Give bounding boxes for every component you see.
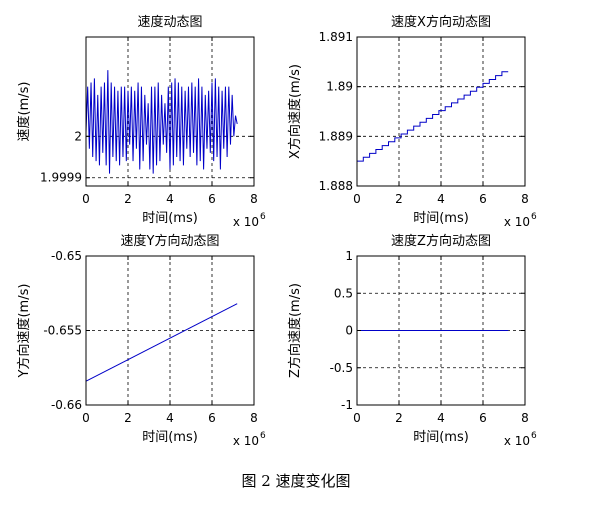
x-tick-label: 6 <box>208 411 216 425</box>
y-tick-label: -0.5 <box>330 361 353 375</box>
x-tick-label: 2 <box>124 411 132 425</box>
x-tick-label: 8 <box>250 192 258 206</box>
y-axis-label: Z方向速度(m/s) <box>287 283 303 378</box>
y-tick-label: -0.655 <box>43 324 82 338</box>
series-line <box>85 303 238 382</box>
chart-title: 速度动态图 <box>137 14 202 30</box>
x-axis-multiplier-exponent: 6 <box>531 212 537 222</box>
x-axis-multiplier: x 10 <box>233 215 259 229</box>
y-tick-label: 1.89 <box>326 80 353 94</box>
x-axis-multiplier: x 10 <box>233 434 259 448</box>
y-tick-label: 2 <box>74 129 82 143</box>
x-axis-multiplier-exponent: 6 <box>531 431 537 441</box>
y-tick-label: 0.5 <box>334 286 353 300</box>
x-tick-label: 0 <box>82 192 90 206</box>
x-tick-label: 4 <box>166 411 174 425</box>
x-tick-label: 2 <box>395 192 403 206</box>
y-tick-label: 0 <box>345 324 353 338</box>
x-axis-label: 时间(ms) <box>413 430 469 445</box>
y-tick-label: 1.889 <box>319 129 353 143</box>
x-tick-label: 0 <box>353 411 361 425</box>
x-axis-label: 时间(ms) <box>142 211 198 226</box>
y-axis-label: Y方向速度(m/s) <box>16 284 32 379</box>
y-axis-label: X方向速度(m/s) <box>287 64 303 159</box>
x-tick-label: 6 <box>479 192 487 206</box>
series-line <box>85 70 238 174</box>
x-tick-label: 8 <box>521 411 529 425</box>
chart-panel-3: 0 2 4 6 8-0.65-0.655-0.66速度Y方向动态图时间(ms)Y方向速度… <box>16 233 266 448</box>
y-tick-label: 1.891 <box>319 30 353 44</box>
x-tick-label: 2 <box>395 411 403 425</box>
x-tick-label: 4 <box>437 411 445 425</box>
figure-caption: 图 2 速度变化图 <box>241 472 351 490</box>
chart-panel-2: 0 2 4 6 81.8911.891.8891.888速度X方向动态图时间(ms)X方… <box>287 14 537 229</box>
chart-title: 速度Z方向动态图 <box>391 233 491 249</box>
x-tick-label: 0 <box>353 192 361 206</box>
y-tick-label: -0.65 <box>51 249 82 263</box>
y-axis-label: 速度(m/s) <box>16 82 32 142</box>
y-tick-label: -1 <box>341 398 353 412</box>
x-axis-multiplier-exponent: 6 <box>260 212 266 222</box>
x-axis-multiplier: x 10 <box>504 434 530 448</box>
y-tick-label: 1 <box>345 249 353 263</box>
x-tick-label: 4 <box>437 192 445 206</box>
series-line <box>357 71 509 162</box>
x-tick-label: 6 <box>208 192 216 206</box>
x-tick-label: 8 <box>521 192 529 206</box>
x-tick-label: 2 <box>124 192 132 206</box>
chart-panel-4: 0 2 4 6 810.50-0.5-1速度Z方向动态图时间(ms)Z方向速度(m/s)… <box>287 233 537 448</box>
y-tick-label: -0.66 <box>51 398 82 412</box>
x-tick-label: 4 <box>166 192 174 206</box>
x-tick-label: 0 <box>82 411 90 425</box>
chart-title: 速度Y方向动态图 <box>121 233 220 249</box>
x-axis-multiplier: x 10 <box>504 215 530 229</box>
y-tick-label: 1.888 <box>319 179 353 193</box>
x-axis-label: 时间(ms) <box>142 430 198 445</box>
x-tick-label: 8 <box>250 411 258 425</box>
y-tick-label: 1.9999 <box>40 171 82 185</box>
x-tick-label: 6 <box>479 411 487 425</box>
x-axis-multiplier-exponent: 6 <box>260 431 266 441</box>
chart-title: 速度X方向动态图 <box>391 14 491 30</box>
x-axis-label: 时间(ms) <box>413 211 469 226</box>
